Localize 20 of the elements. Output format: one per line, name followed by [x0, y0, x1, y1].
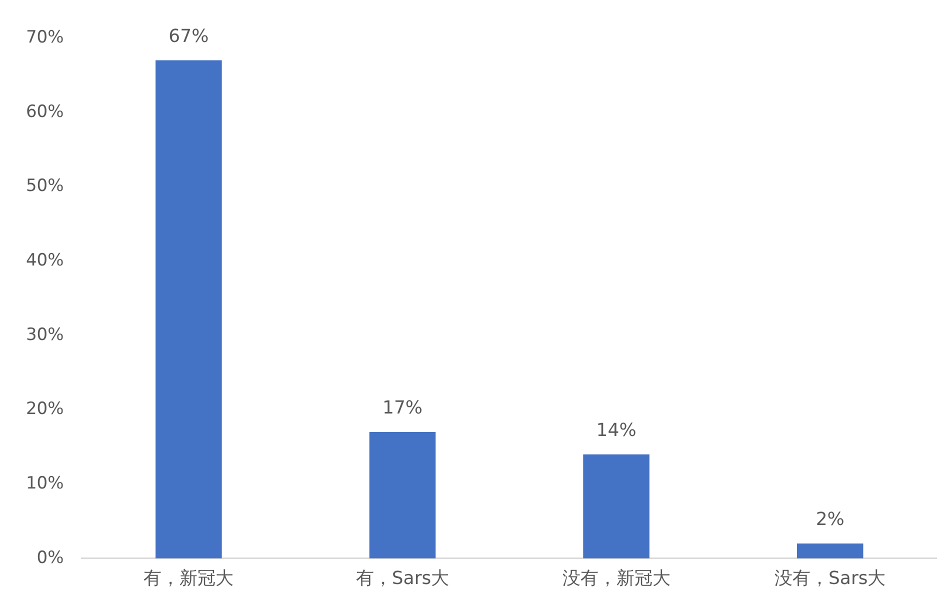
- y-tick-label: 60%: [26, 102, 64, 122]
- x-tick-label: 有，Sars大: [356, 568, 450, 589]
- bar: [369, 432, 436, 558]
- data-label: 2%: [816, 509, 844, 530]
- x-tick-label: 有，新冠大: [144, 568, 234, 589]
- x-tick-label: 没有，Sars大: [774, 568, 886, 589]
- y-tick-label: 10%: [26, 473, 64, 494]
- y-tick-label: 70%: [26, 27, 64, 48]
- y-tick-label: 40%: [26, 250, 64, 270]
- y-tick-label: 30%: [26, 324, 64, 345]
- bar: [156, 60, 222, 558]
- bar: [583, 454, 650, 558]
- y-tick-label: 0%: [36, 548, 64, 568]
- bar: [796, 544, 864, 558]
- y-tick-label: 20%: [26, 399, 64, 420]
- y-tick-label: 50%: [26, 176, 64, 196]
- x-tick-label: 没有，新冠大: [562, 568, 670, 589]
- data-label: 67%: [168, 26, 209, 47]
- data-label: 14%: [596, 420, 636, 441]
- data-label: 17%: [382, 398, 422, 419]
